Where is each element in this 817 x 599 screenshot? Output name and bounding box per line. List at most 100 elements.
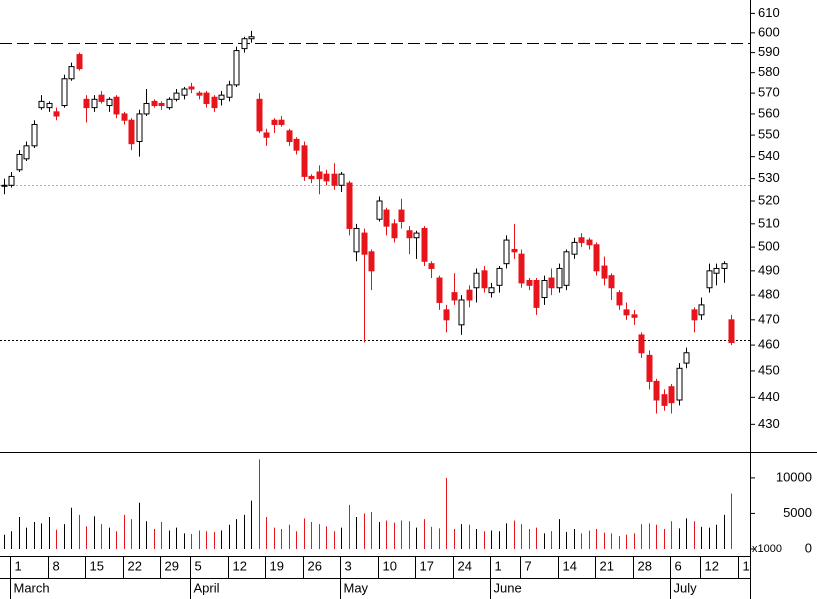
- x-tick-label: 26: [308, 558, 322, 573]
- candle-body: [526, 279, 533, 286]
- candle-body: [383, 209, 390, 227]
- candle-body: [511, 248, 518, 253]
- candle-body: [548, 277, 555, 289]
- candle-body: [473, 272, 480, 289]
- candle-body: [16, 153, 23, 171]
- candle-body: [638, 334, 645, 354]
- candle-body: [421, 227, 428, 262]
- y-tick-label: 590: [758, 44, 780, 59]
- candle-body: [46, 102, 53, 109]
- candle-body: [676, 367, 683, 401]
- candle-body: [713, 267, 720, 274]
- x-tick-label: 8: [53, 558, 60, 573]
- candle-body: [233, 50, 240, 86]
- candle-body: [653, 380, 660, 401]
- x-tick-label: 1: [495, 558, 502, 573]
- candle-body: [38, 100, 45, 109]
- candle-body: [466, 289, 473, 301]
- y-tick-label: 580: [758, 64, 780, 79]
- y-tick-label: 520: [758, 192, 780, 207]
- candle-body: [631, 314, 638, 318]
- candle-body: [586, 239, 593, 246]
- candle-body: [488, 287, 495, 294]
- candle-body: [571, 241, 578, 255]
- x-tick-label: 6: [675, 558, 682, 573]
- candle-body: [241, 38, 248, 50]
- volume-tick-label: 5000: [783, 505, 812, 520]
- candle-body: [151, 100, 158, 107]
- month-tick-label: June: [494, 580, 522, 595]
- candle-body: [256, 98, 263, 132]
- y-tick-label: 610: [758, 5, 780, 20]
- candle-body: [128, 119, 135, 145]
- candle-body: [136, 113, 143, 143]
- y-tick-label: 470: [758, 311, 780, 326]
- candle-body: [698, 304, 705, 316]
- x-tick-label: 24: [458, 558, 472, 573]
- candle-body: [8, 175, 15, 186]
- candle-body: [563, 251, 570, 286]
- candle-body: [428, 263, 435, 269]
- x-tick-label: 29: [165, 558, 179, 573]
- candle-body: [533, 279, 540, 308]
- candle-body: [353, 227, 360, 253]
- candle-body: [286, 130, 293, 143]
- candle-body: [496, 267, 503, 286]
- candle-body: [458, 299, 465, 326]
- volume-tick-label: 0: [805, 540, 812, 555]
- y-tick-label: 600: [758, 24, 780, 39]
- candle-body: [271, 119, 278, 125]
- candle-body: [368, 251, 375, 272]
- candle-body: [578, 237, 585, 243]
- candle-body: [211, 96, 218, 109]
- x-tick-label: 7: [525, 558, 532, 573]
- candle-body: [338, 173, 345, 186]
- y-tick-label: 460: [758, 337, 780, 352]
- candle-body: [346, 182, 353, 229]
- candle-body: [263, 132, 270, 138]
- y-tick-label: 500: [758, 239, 780, 254]
- x-tick-label: 15: [90, 558, 104, 573]
- candle-body: [443, 309, 450, 321]
- candle-body: [436, 277, 443, 303]
- y-tick-label: 540: [758, 148, 780, 163]
- candle-body: [226, 84, 233, 98]
- candle-body: [316, 171, 323, 180]
- volume-unit: x1000: [752, 543, 782, 555]
- candle-body: [173, 92, 180, 100]
- candle-body: [646, 354, 653, 382]
- candle-body: [106, 98, 113, 107]
- candle-body: [53, 111, 60, 117]
- candle-body: [361, 232, 368, 255]
- candle-body: [323, 173, 330, 182]
- candle-body: [518, 253, 525, 284]
- month-tick-label: May: [344, 580, 369, 595]
- candle-body: [406, 230, 413, 239]
- candle-body: [278, 119, 285, 125]
- candle-body: [376, 200, 383, 220]
- month-tick-label: July: [674, 580, 698, 595]
- candle-body: [166, 98, 173, 109]
- candle-body: [593, 244, 600, 272]
- x-tick-label: 1: [15, 558, 22, 573]
- candle-body: [1, 184, 8, 187]
- y-tick-label: 560: [758, 105, 780, 120]
- candle-body: [541, 279, 548, 299]
- candle-body: [158, 102, 165, 107]
- candle-body: [668, 386, 675, 404]
- candle-body: [121, 113, 128, 121]
- y-tick-label: 480: [758, 287, 780, 302]
- candle-body: [728, 319, 735, 344]
- candle-body: [293, 138, 300, 151]
- candle-body: [608, 275, 615, 289]
- candle-body: [706, 270, 713, 289]
- candle-body: [31, 123, 38, 147]
- x-tick-label: 14: [563, 558, 577, 573]
- candle-body: [181, 88, 188, 96]
- x-tick-label: 10: [383, 558, 397, 573]
- candle-body: [76, 54, 83, 70]
- candle-body: [98, 94, 105, 102]
- candle-body: [203, 92, 210, 104]
- y-tick-label: 570: [758, 85, 780, 100]
- x-tick-label: 12: [705, 558, 719, 573]
